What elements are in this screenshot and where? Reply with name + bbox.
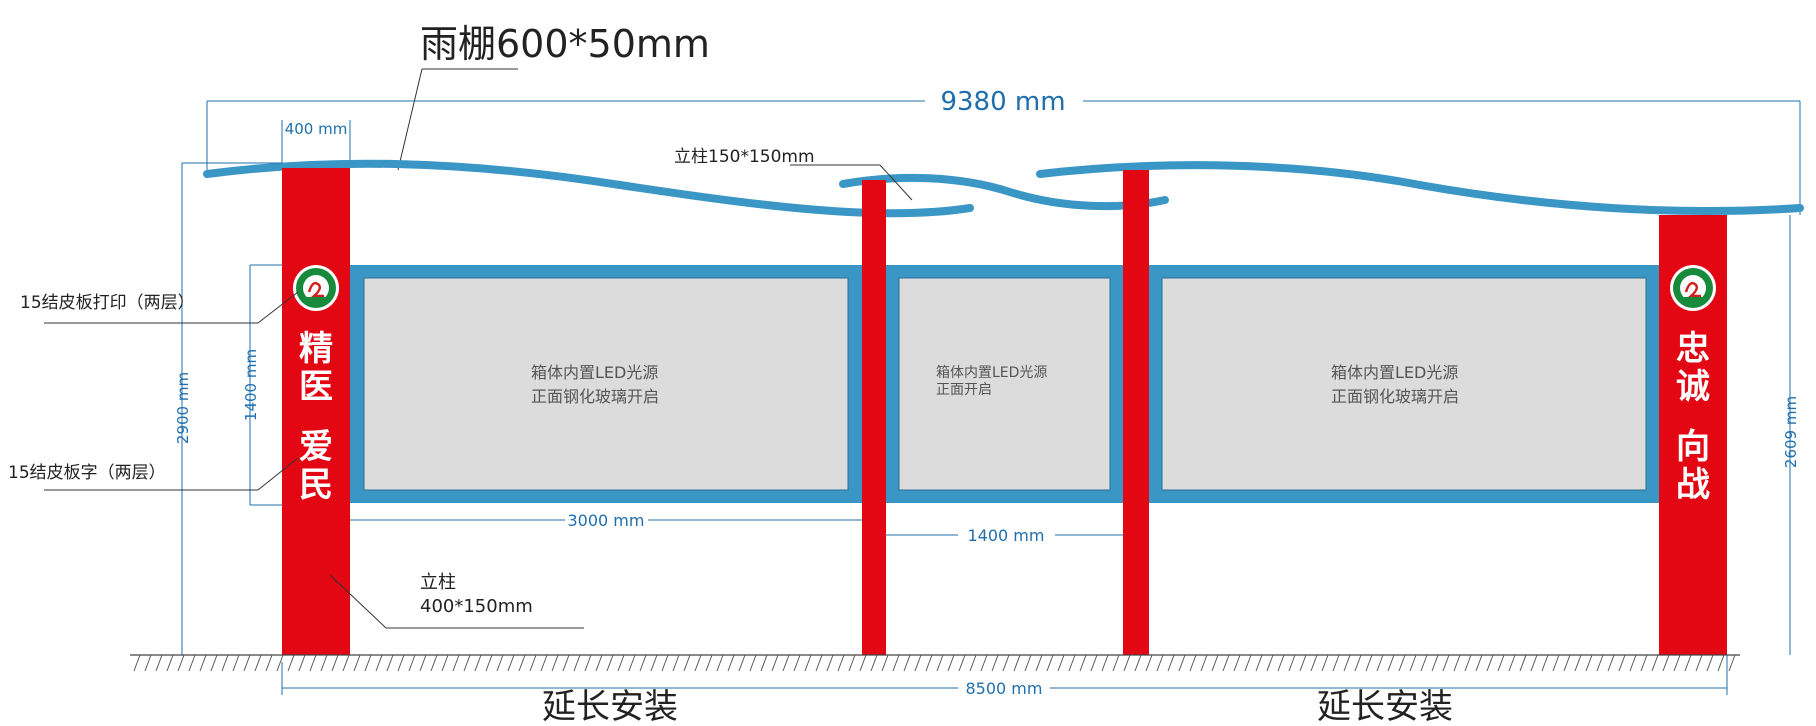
panel-left-line2: 正面钢化玻璃开启 (531, 387, 659, 406)
height-total-dimension: 2900 mm (174, 162, 282, 655)
canopy-middle (839, 173, 1169, 211)
emblem-logo-icon (293, 265, 339, 311)
emblem-logo-icon (1670, 265, 1716, 311)
main-pillar-label-line2: 400*150mm (420, 596, 533, 617)
panel-right-line1: 箱体内置LED光源 (1331, 363, 1458, 382)
panel-mid-width-label: 1400 mm (968, 526, 1045, 545)
ground-hatching (133, 654, 1736, 672)
panel-mid-line2: 正面开启 (936, 382, 992, 398)
extend-left-label: 延长安装 (542, 687, 678, 722)
base-width-label: 8500 mm (966, 679, 1043, 698)
panel-height-dimension: 1400 mm (242, 264, 282, 506)
right-column-char-4: 战 (1676, 465, 1710, 505)
panel-left-width-label: 3000 mm (568, 511, 645, 530)
left-column-char-2: 医 (299, 367, 333, 407)
panel-glass-left (363, 277, 849, 491)
leather-chars-leader-diag (257, 457, 299, 491)
panel-glass-middle (898, 277, 1111, 491)
height-total-label: 2900 mm (174, 372, 192, 444)
leather-print-label: 15结皮板打印（两层） (20, 293, 195, 313)
left-column-char-1: 精 (299, 329, 333, 369)
main-pillar-label-line1: 立柱 (420, 572, 456, 593)
panel-right-line2: 正面钢化玻璃开启 (1331, 387, 1459, 406)
canopy-right (1036, 161, 1804, 216)
right-height-label: 2609 mm (1782, 396, 1800, 468)
small-pillar-label: 立柱150*150mm (674, 147, 815, 167)
total-width-dimension: 9380 mm (206, 87, 1801, 215)
post-left (282, 168, 350, 655)
main-pillar-leader-diag (329, 574, 387, 629)
panel-glass-right (1161, 277, 1647, 491)
post-small-1 (862, 180, 886, 655)
right-column-char-3: 向 (1676, 427, 1710, 467)
column-width-dimension: 400 mm (281, 120, 351, 168)
panel-left-width-dimension: 3000 mm (350, 511, 862, 530)
right-column-char-2: 诚 (1676, 367, 1710, 407)
base-width-dimension: 8500 mm (281, 655, 1728, 698)
small-pillar-leader-diag (879, 164, 913, 201)
total-width-label: 9380 mm (940, 87, 1065, 117)
extend-right-label: 延长安装 (1317, 687, 1453, 722)
column-width-label: 400 mm (285, 120, 348, 138)
panel-mid-line1: 箱体内置LED光源 (936, 365, 1047, 381)
canopy-title: 雨棚600*50mm (420, 22, 710, 66)
left-column-char-3: 爱 (299, 427, 333, 467)
right-column-char-1: 忠 (1676, 329, 1710, 369)
panel-left-line1: 箱体内置LED光源 (531, 363, 658, 382)
post-small-2 (1123, 170, 1149, 655)
panel-mid-width-dimension: 1400 mm (886, 526, 1123, 545)
left-column-char-4: 民 (299, 465, 333, 505)
title-leader-diag (397, 68, 423, 171)
leather-chars-label: 15结皮板字（两层） (8, 463, 166, 483)
leather-print-leader-diag (257, 291, 299, 324)
right-height-dimension: 2609 mm (1782, 215, 1800, 655)
panel-height-label: 1400 mm (242, 349, 260, 421)
